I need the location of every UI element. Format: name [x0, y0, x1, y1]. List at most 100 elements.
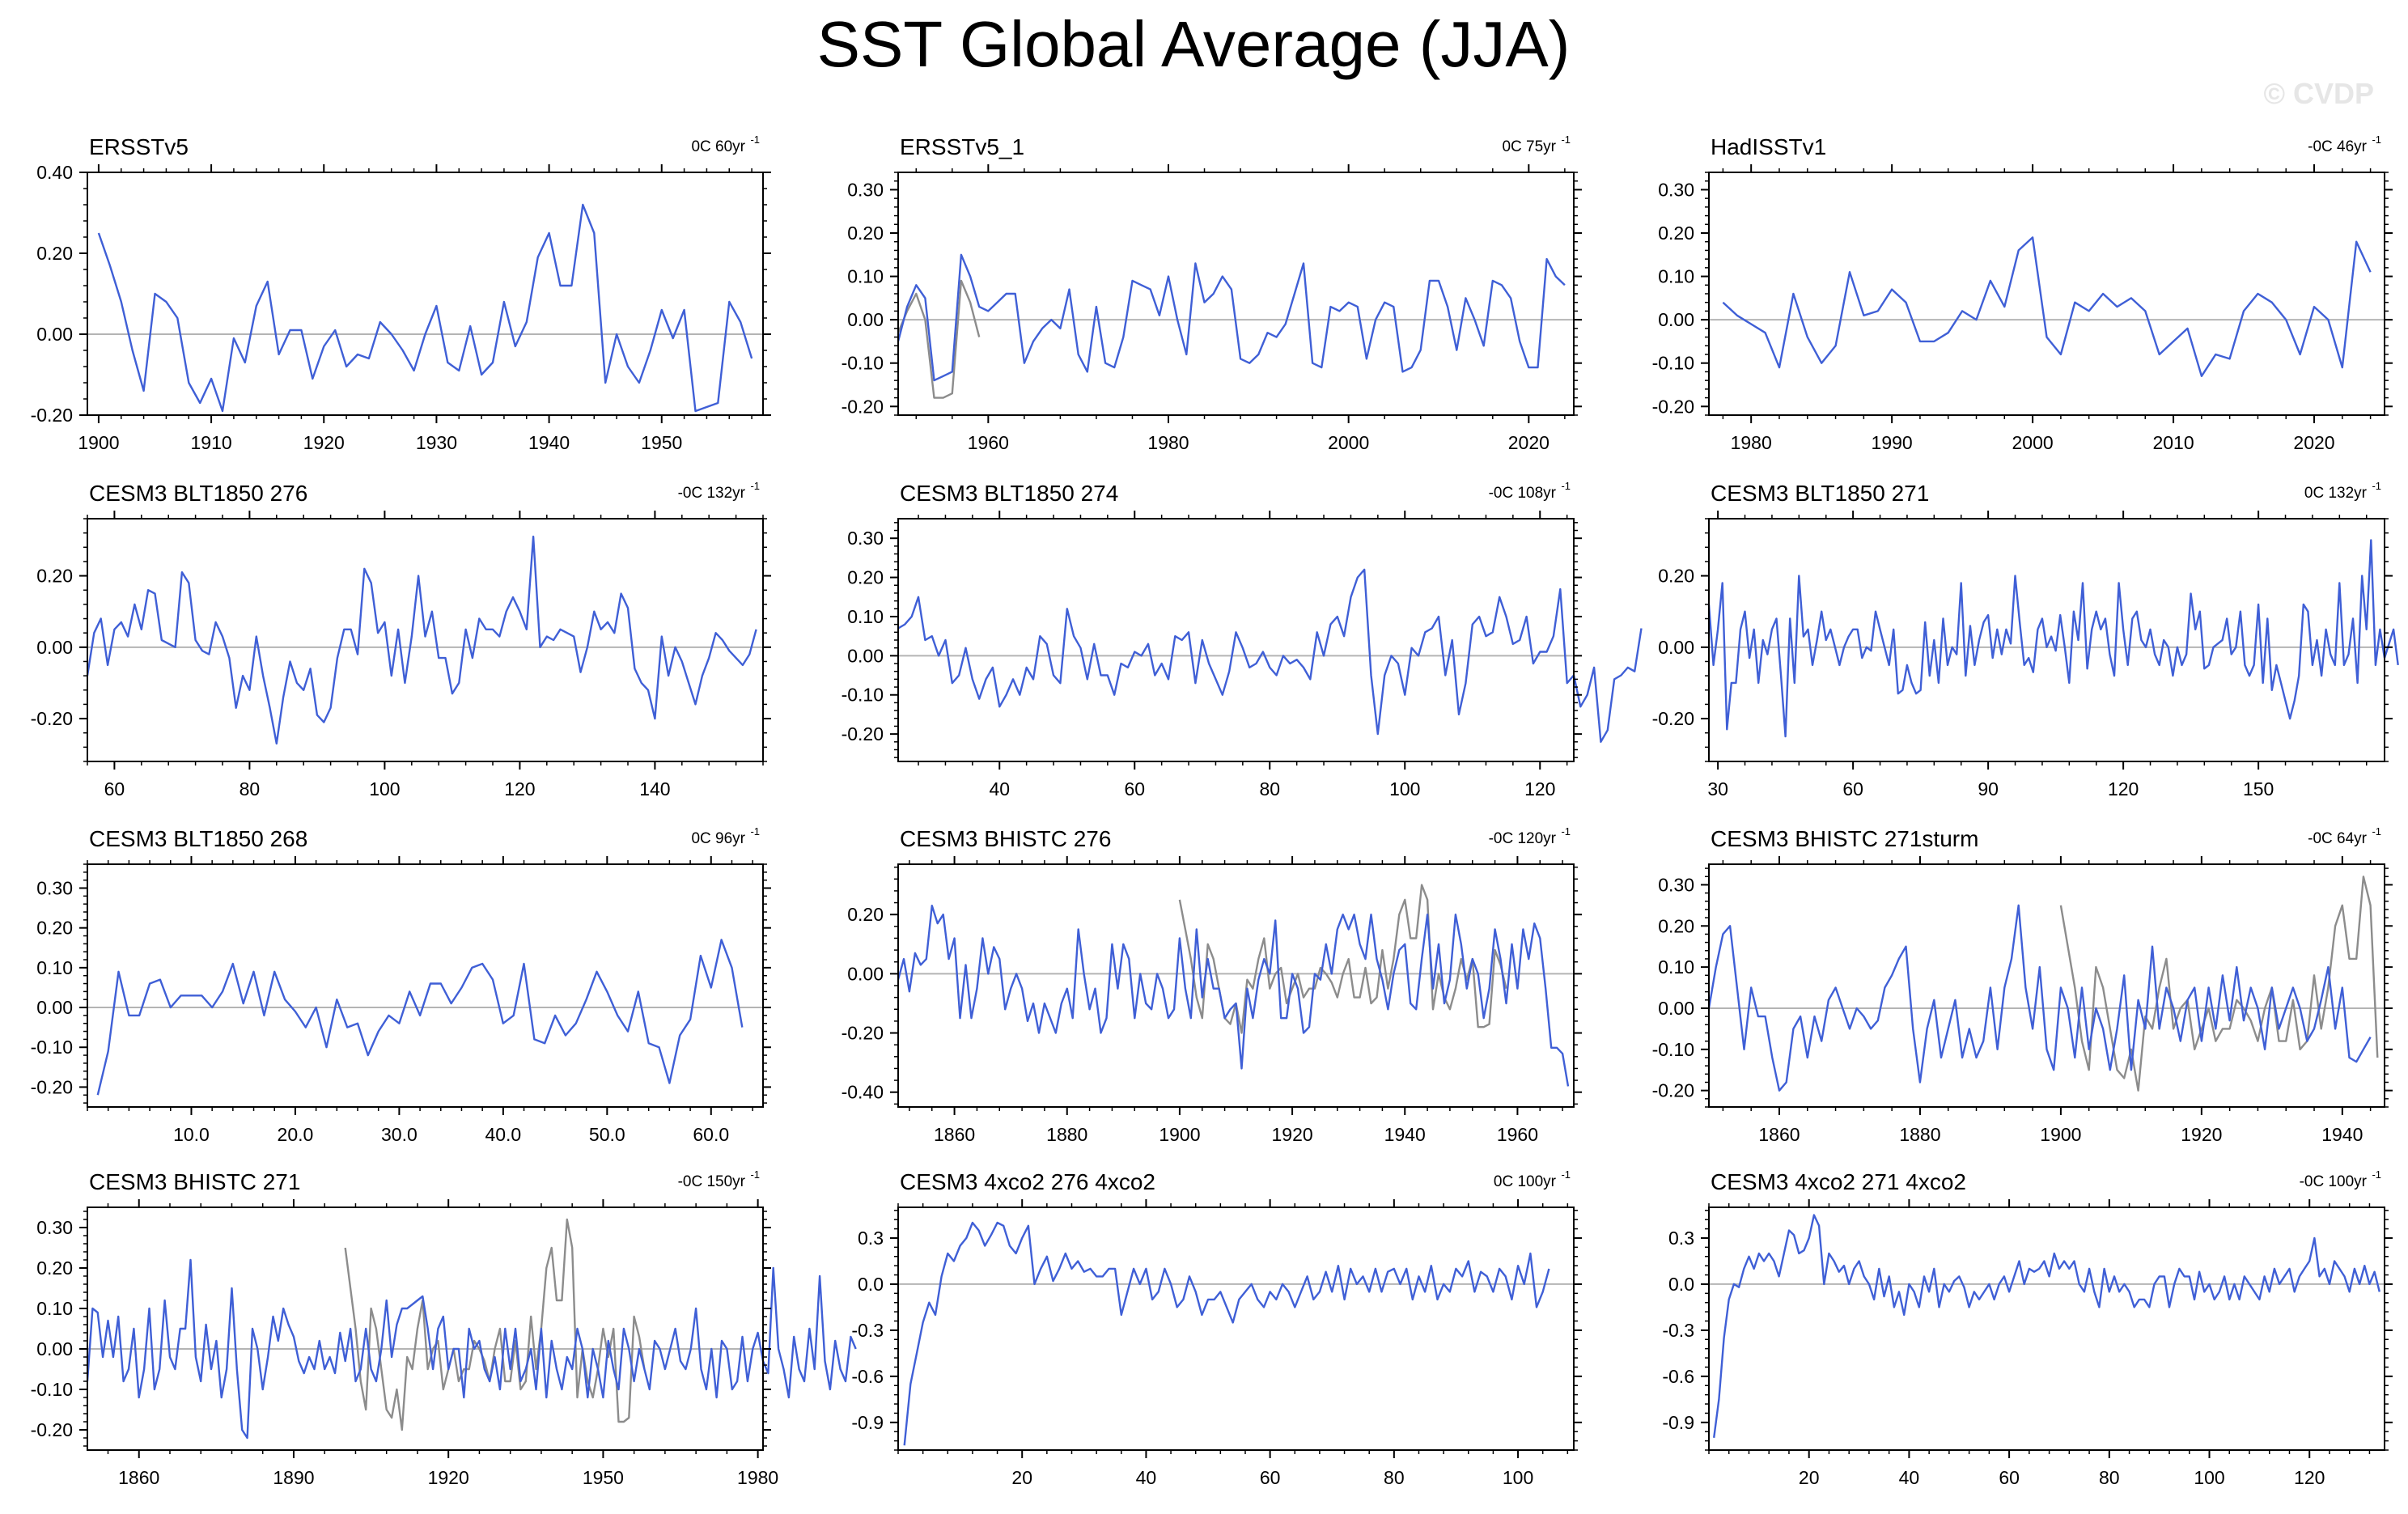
x-tick-label: 2000 [2012, 432, 2054, 453]
y-tick-label: 0.0 [1668, 1274, 1694, 1295]
model-series-line [1707, 539, 2399, 738]
observed-series-line [344, 1218, 646, 1431]
y-tick-label: 0.30 [847, 528, 884, 549]
x-tick-label: 2020 [1508, 432, 1550, 453]
y-tick-label: 0.00 [1658, 998, 1694, 1019]
chart-panel: -0.40 -0.20 0.00 0.20 1860 1880 1900 1920 1940 19… [842, 825, 1582, 1145]
trend-superscript: -1 [750, 134, 760, 146]
x-tick-label: 1940 [1384, 1124, 1426, 1145]
plot-frame [897, 172, 1575, 416]
y-tick-label: 0.20 [847, 567, 884, 588]
x-tick-label: 1920 [303, 432, 345, 453]
chart-panel: -0.20 -0.10 0.00 0.10 0.20 0.30 1860 1890 1920 19… [31, 1168, 857, 1488]
y-tick-label: 0.20 [36, 918, 73, 939]
trend-annotation: -0C 100yr [2300, 1173, 2368, 1190]
chart-panel: -0.9 -0.6 -0.3 0.0 0.3 20 40 60 80 100 120 CESM3 4x… [1662, 1168, 2393, 1488]
plot-frame [897, 1207, 1575, 1451]
x-tick-label: 2010 [2152, 432, 2194, 453]
trend-annotation: -0C 64yr [2308, 830, 2368, 847]
plot-frame [1708, 863, 2385, 1108]
x-tick-label: 1980 [737, 1467, 778, 1488]
trend-annotation: 0C 60yr [691, 138, 745, 155]
x-tick-label: 40.0 [485, 1124, 521, 1145]
model-series-line [897, 253, 1566, 382]
chart-panel: -0.20 -0.10 0.00 0.10 0.20 0.30 1980 1990 2000 20… [1652, 134, 2393, 453]
y-tick-label: 0.20 [1658, 915, 1694, 936]
x-tick-label: 1900 [1159, 1124, 1200, 1145]
trend-superscript: -1 [2372, 480, 2381, 492]
x-tick-label: 1940 [2321, 1124, 2363, 1145]
x-tick-label: 1860 [1758, 1124, 1800, 1145]
panel-title: CESM3 BHISTC 276 [900, 826, 1111, 851]
trend-superscript: -1 [1561, 134, 1571, 146]
trend-annotation: -0C 132yr [678, 485, 746, 502]
model-series-line [97, 203, 753, 413]
y-tick-label: 0.30 [1658, 179, 1694, 200]
y-tick-label: 0.20 [1658, 566, 1694, 587]
x-tick-label: 120 [2294, 1467, 2325, 1488]
trend-superscript: -1 [750, 825, 760, 838]
x-tick-label: 1860 [934, 1124, 975, 1145]
x-tick-label: 30.0 [381, 1124, 418, 1145]
trend-annotation: 0C 132yr [2304, 485, 2368, 502]
trend-superscript: -1 [750, 480, 760, 492]
trend-superscript: -1 [2372, 134, 2381, 146]
chart-panel: -0.20 -0.10 0.00 0.10 0.20 0.30 1860 1880 1900 19… [1652, 825, 2393, 1145]
y-tick-label: 0.00 [36, 637, 73, 658]
trend-superscript: -1 [750, 1168, 760, 1181]
y-tick-label: 0.00 [36, 1338, 73, 1359]
x-tick-label: 1880 [1046, 1124, 1087, 1145]
y-tick-label: 0.20 [1658, 223, 1694, 244]
x-tick-label: 1960 [1497, 1124, 1538, 1145]
chart-panel: -0.20 0.00 0.20 30 60 90 120 150 CESM3 BLT1850 2… [1652, 480, 2399, 799]
y-tick-label: 0.3 [1668, 1228, 1694, 1249]
y-tick-label: 0.20 [36, 566, 73, 587]
plot-frame [897, 863, 1575, 1108]
trend-annotation: -0C 46yr [2308, 138, 2368, 155]
x-tick-label: 1920 [1271, 1124, 1312, 1145]
y-tick-label: -0.6 [851, 1366, 884, 1387]
y-tick-label: -0.20 [31, 1076, 73, 1097]
x-tick-label: 140 [639, 778, 670, 799]
x-tick-label: 120 [2108, 778, 2139, 799]
y-tick-label: -0.10 [31, 1037, 73, 1058]
y-tick-label: 0.00 [36, 997, 73, 1018]
model-series-line [86, 535, 757, 745]
plot-frame [897, 518, 1575, 762]
trend-superscript: -1 [2372, 825, 2381, 838]
panel-title: CESM3 BLT1850 274 [900, 481, 1118, 506]
x-tick-label: 90 [1978, 778, 1999, 799]
x-tick-label: 50.0 [589, 1124, 625, 1145]
y-tick-label: 0.20 [847, 904, 884, 925]
observed-series-line [897, 279, 981, 399]
panel-grid: -0.20 0.00 0.20 0.40 1900 1910 1920 1930 1940 195… [31, 134, 2399, 1488]
y-tick-label: 0.10 [1658, 956, 1694, 978]
x-tick-label: 30 [1707, 778, 1728, 799]
x-tick-label: 20 [1799, 1467, 1820, 1488]
x-tick-label: 40 [1136, 1467, 1157, 1488]
x-tick-label: 2000 [1328, 432, 1369, 453]
y-tick-label: 0.20 [847, 223, 884, 244]
chart-panel: -0.20 -0.10 0.00 0.10 0.20 0.30 10.0 20.0 30.0 40… [31, 825, 771, 1145]
panel-title: ERSSTv5_1 [900, 134, 1024, 159]
y-tick-label: 0.30 [36, 878, 73, 899]
x-tick-label: 1920 [2181, 1124, 2222, 1145]
panel-title: CESM3 4xco2 276 4xco2 [900, 1169, 1155, 1194]
y-tick-label: -0.9 [851, 1412, 884, 1433]
trend-superscript: -1 [1561, 825, 1571, 838]
y-tick-label: -0.10 [1652, 353, 1694, 374]
x-tick-label: 60 [1842, 778, 1863, 799]
model-series-line [96, 939, 744, 1096]
y-tick-label: -0.20 [31, 1419, 73, 1440]
chart-panel: -0.20 0.00 0.20 0.40 1900 1910 1920 1930 1940 195… [31, 134, 771, 453]
x-tick-label: 100 [369, 778, 400, 799]
y-tick-label: 0.00 [1658, 309, 1694, 330]
x-tick-label: 60.0 [693, 1124, 729, 1145]
x-tick-label: 1890 [273, 1467, 314, 1488]
plot-frame [87, 863, 764, 1108]
x-tick-label: 1920 [428, 1467, 469, 1488]
x-tick-label: 60 [1124, 778, 1145, 799]
y-tick-label: -0.20 [1652, 396, 1694, 417]
x-tick-label: 1980 [1147, 432, 1189, 453]
